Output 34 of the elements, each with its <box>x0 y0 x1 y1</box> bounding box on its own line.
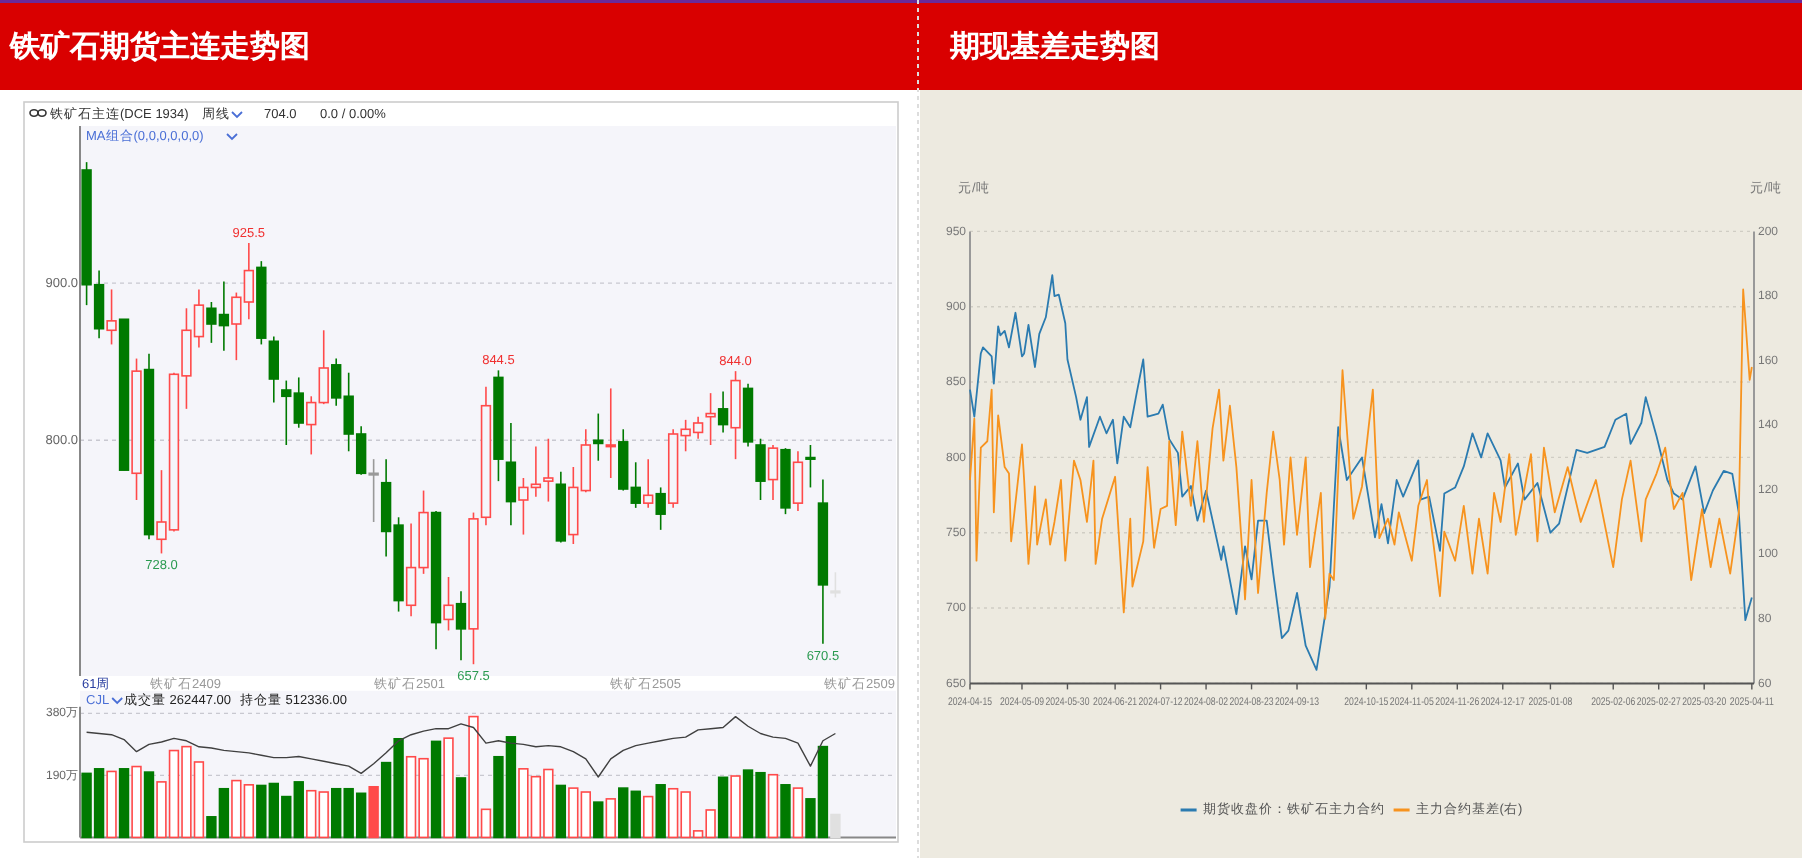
candlestick <box>755 437 766 501</box>
candlestick <box>792 450 804 512</box>
line-series <box>969 274 1753 671</box>
chart-title: 铁矿石期货主连走势图 <box>8 28 310 64</box>
candlestick <box>717 390 729 434</box>
bar <box>655 784 666 839</box>
bar <box>455 777 467 839</box>
candlestick <box>505 422 517 526</box>
candlestick <box>605 387 616 479</box>
bar <box>593 801 604 839</box>
line-series <box>969 288 1753 620</box>
bar <box>555 784 567 839</box>
candlestick <box>655 486 666 531</box>
candlestick <box>830 571 841 599</box>
candlestick <box>767 444 779 501</box>
candlestick <box>443 576 454 632</box>
candlestick <box>730 370 741 460</box>
candlestick <box>705 392 716 446</box>
candlestick <box>268 335 279 404</box>
candlestick <box>643 458 654 509</box>
candlestick <box>593 412 604 462</box>
bar <box>780 784 791 839</box>
candlestick <box>805 444 816 489</box>
bar <box>717 776 729 839</box>
candlestick <box>368 458 379 523</box>
chart-title: 期现基差走势图 <box>948 30 1160 64</box>
candlestick <box>455 590 467 662</box>
bar <box>368 785 379 839</box>
bar <box>118 768 130 839</box>
bar <box>143 771 155 839</box>
candlestick <box>543 437 554 503</box>
bar <box>830 813 841 839</box>
bar <box>430 740 442 839</box>
candlestick <box>106 288 117 346</box>
